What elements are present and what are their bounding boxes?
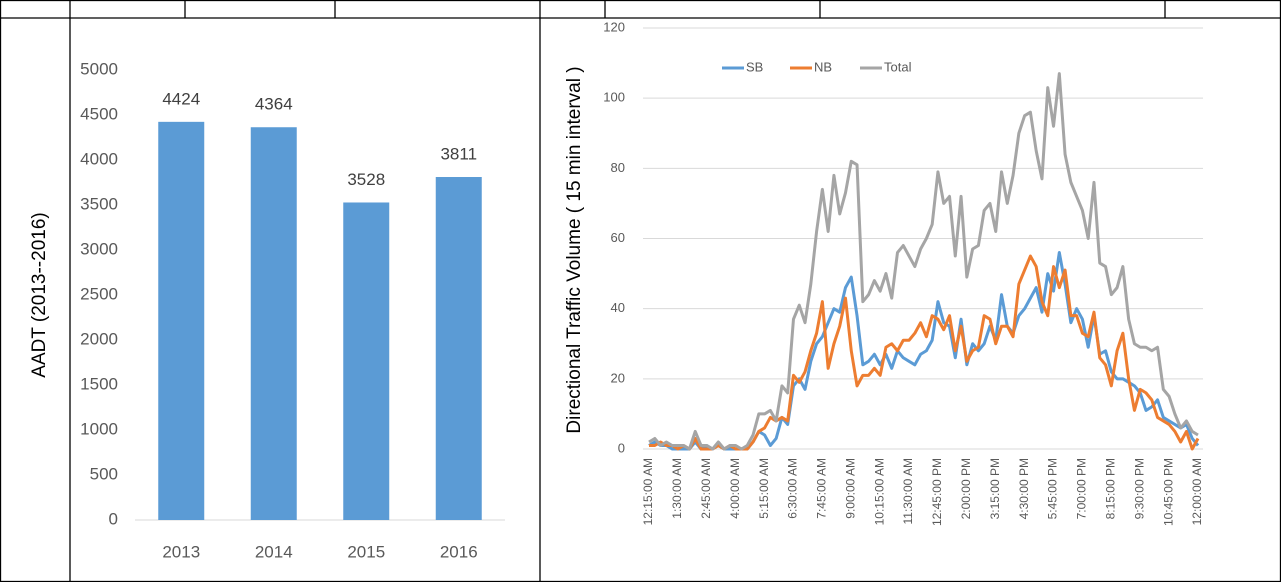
x-tick-label: 3:15:00 PM: [988, 458, 1002, 519]
y-tick-label: 500: [90, 464, 118, 483]
series-line: [648, 72, 1199, 451]
y-tick-label: 0: [109, 509, 118, 528]
y-tick-label: 4000: [80, 149, 118, 168]
x-tick-label: 2014: [255, 542, 293, 561]
x-tick-label: 6:30:00 AM: [786, 458, 800, 519]
y-tick-label: 1000: [80, 419, 118, 438]
x-tick-label: 9:30:00 PM: [1132, 458, 1146, 519]
x-tick-label: 11:30:00 AM: [901, 458, 915, 525]
y-tick-label: 40: [611, 300, 625, 315]
y-tick-label: 80: [611, 160, 625, 175]
y-tick-label: 4500: [80, 104, 118, 123]
x-tick-label: 12:45:00 PM: [930, 458, 944, 526]
y-tick-label: 0: [618, 440, 625, 455]
x-tick-label: 2016: [440, 542, 478, 561]
x-tick-label: 1:30:00 AM: [670, 458, 684, 519]
x-tick-label: 5:45:00 PM: [1046, 458, 1060, 519]
y-tick-label: 120: [603, 19, 625, 34]
y-tick-label: 20: [611, 370, 625, 385]
data-label: 3811: [440, 144, 477, 163]
y-axis-label: AADT (2013--2016): [29, 212, 50, 377]
y-axis-label: Directional Traffic Volume ( 15 min inte…: [564, 66, 585, 433]
x-tick-label: 2:00:00 PM: [959, 458, 973, 519]
y-tick-label: 5000: [80, 59, 118, 78]
legend-label: Total: [884, 59, 912, 74]
x-tick-label: 12:00:00 AM: [1190, 458, 1204, 525]
x-tick-label: 4:00:00 AM: [728, 458, 742, 519]
data-label: 3528: [347, 170, 385, 189]
bar: [435, 177, 482, 520]
y-tick-label: 3500: [80, 194, 118, 213]
x-tick-label: 7:00:00 PM: [1075, 458, 1089, 519]
data-label: 4364: [255, 95, 293, 114]
y-tick-label: 1500: [80, 374, 118, 393]
bar: [250, 127, 297, 521]
y-tick-label: 100: [603, 90, 625, 105]
y-tick-label: 3000: [80, 239, 118, 258]
x-tick-label: 7:45:00 AM: [815, 458, 829, 519]
bar: [158, 121, 205, 520]
x-tick-label: 2015: [347, 542, 385, 561]
x-tick-label: 9:00:00 AM: [843, 458, 857, 519]
data-label: 4424: [162, 89, 200, 108]
x-tick-label: 4:30:00 PM: [1017, 458, 1031, 519]
y-tick-label: 2000: [80, 329, 118, 348]
x-tick-label: 10:45:00 PM: [1161, 458, 1175, 526]
y-tick-label: 60: [611, 230, 625, 245]
legend-label: NB: [814, 59, 832, 74]
x-tick-label: 5:15:00 AM: [757, 458, 771, 519]
x-tick-label: 2:45:00 AM: [699, 458, 713, 519]
bar: [343, 202, 390, 521]
x-tick-label: 2013: [162, 542, 200, 561]
legend-label: SB: [746, 59, 763, 74]
y-tick-label: 2500: [80, 284, 118, 303]
x-tick-label: 8:15:00 PM: [1103, 458, 1117, 519]
x-tick-label: 10:15:00 AM: [872, 458, 886, 525]
x-tick-label: 12:15:00 AM: [641, 458, 655, 525]
